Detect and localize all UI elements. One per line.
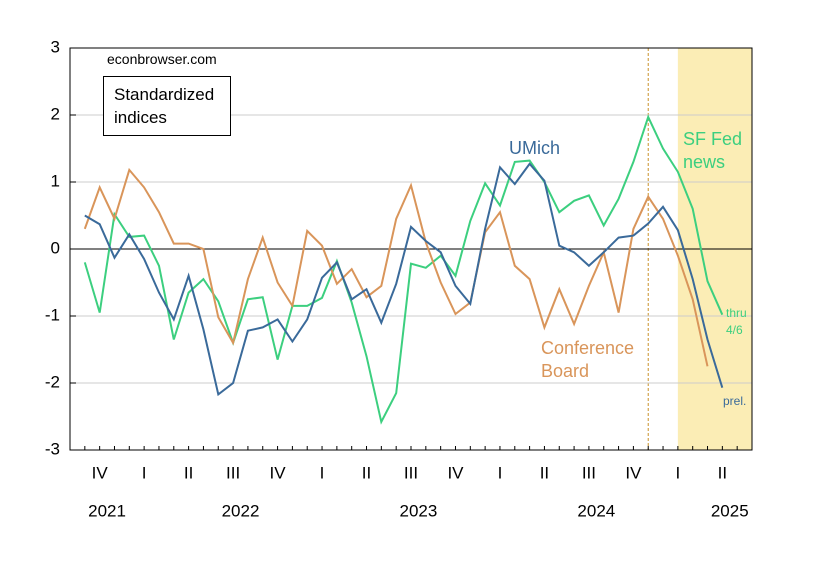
- info-box: Standardized indices: [103, 76, 231, 136]
- x-tick-label: I: [498, 463, 503, 482]
- series-line: [84, 162, 724, 397]
- x-tick-label: I: [142, 463, 147, 482]
- x-tick-label: IV: [270, 463, 287, 482]
- x-tick-label: II: [184, 463, 193, 482]
- series-line: [83, 114, 724, 425]
- x-tick-label: II: [540, 463, 549, 482]
- year-label: 2023: [399, 501, 437, 520]
- y-tick-label: 1: [51, 171, 60, 190]
- year-label: 2025: [711, 501, 749, 520]
- y-tick-label: -2: [45, 372, 60, 391]
- x-tick-label: IV: [625, 463, 642, 482]
- series-label: Conference Board: [541, 338, 635, 381]
- x-tick-label: III: [582, 463, 596, 482]
- x-tick-label: IV: [92, 463, 109, 482]
- x-tick-label: II: [718, 463, 727, 482]
- y-tick-label: 0: [51, 238, 60, 257]
- year-label: 2024: [577, 501, 615, 520]
- y-tick-label: -1: [45, 305, 60, 324]
- note: thru 4/6: [726, 306, 747, 337]
- x-tick-label: II: [362, 463, 371, 482]
- x-tick-label: I: [320, 463, 325, 482]
- series-label: UMich: [509, 138, 561, 158]
- y-tick-label: 2: [51, 104, 60, 123]
- x-tick-label: I: [676, 463, 681, 482]
- note: prel.: [723, 394, 747, 408]
- year-label: 2021: [88, 501, 126, 520]
- x-tick-label: III: [404, 463, 418, 482]
- x-tick-label: IV: [447, 463, 464, 482]
- series-label: SF Fed news: [683, 129, 743, 172]
- x-tick-label: III: [226, 463, 240, 482]
- y-tick-label: 3: [51, 37, 60, 56]
- source-note: econbrowser.com: [107, 51, 217, 67]
- plot-frame: [69, 47, 753, 451]
- year-label: 2022: [222, 501, 260, 520]
- y-tick-label: -3: [45, 439, 60, 458]
